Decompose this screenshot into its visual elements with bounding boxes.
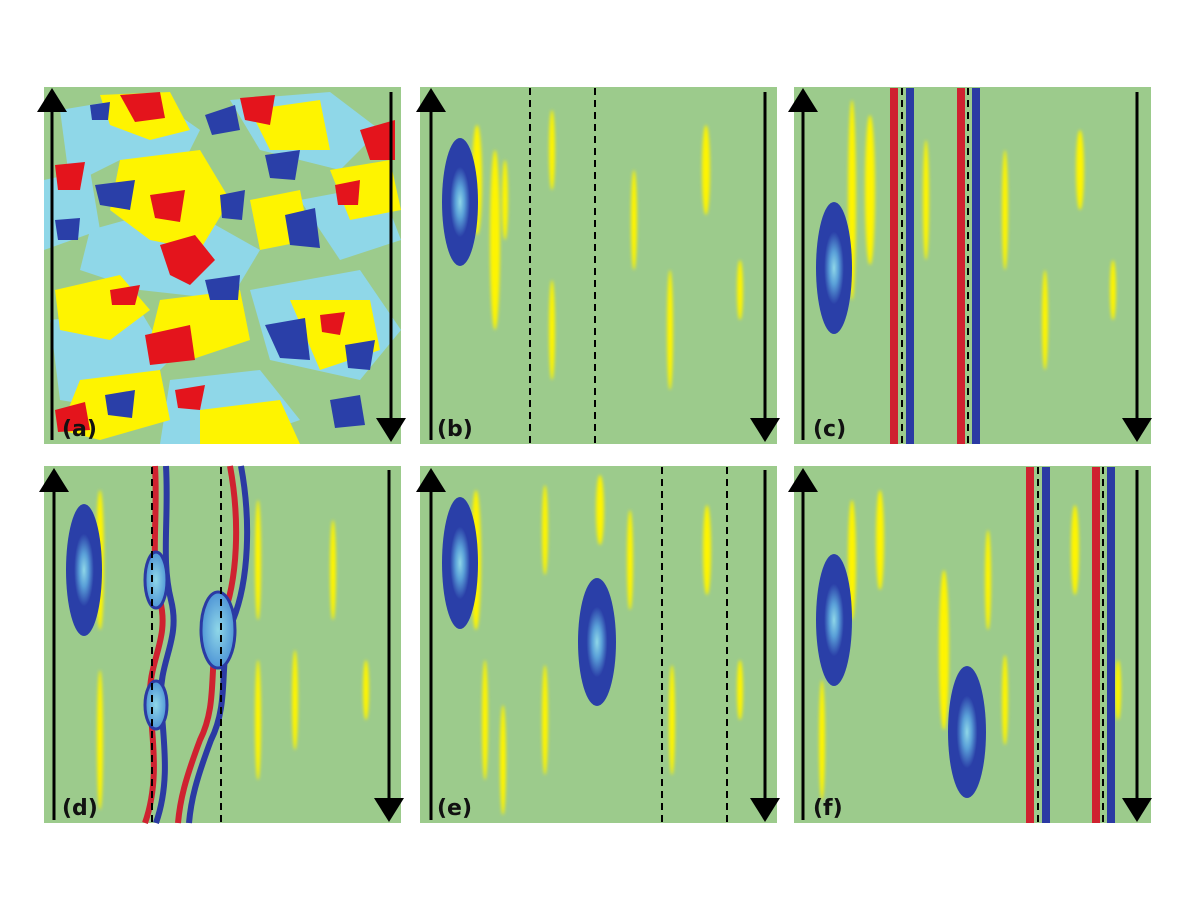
panel-c: (c) (788, 87, 1152, 444)
front-2 (957, 88, 980, 444)
turbulent-field (44, 92, 401, 444)
wavy-front-1 (142, 465, 177, 824)
panel-b: (b) (416, 87, 780, 444)
panel-label: (b) (437, 417, 473, 442)
yellow-streaks (472, 110, 743, 390)
front-1 (1026, 467, 1050, 823)
front-2 (1092, 467, 1115, 823)
vortex (816, 554, 852, 686)
panel-label: (e) (437, 796, 472, 821)
panel-label: (c) (813, 417, 846, 442)
panel-label: (a) (62, 417, 97, 442)
panel-label: (f) (813, 796, 843, 821)
vortex (66, 504, 102, 636)
panel-label: (d) (62, 796, 98, 821)
yellow-streaks (848, 100, 1116, 370)
panel-a: (a) (37, 87, 406, 444)
panel-f: (f) (788, 466, 1152, 823)
front-1 (890, 88, 914, 444)
vortex (442, 138, 478, 266)
panel-d: (d) (39, 465, 404, 824)
vortex (948, 666, 986, 798)
vortex (442, 497, 478, 629)
vortex (578, 578, 616, 706)
vortex (816, 202, 852, 334)
yellow-streaks (819, 490, 1121, 800)
panel-e: (e) (416, 466, 780, 823)
wavy-front-2 (175, 465, 251, 824)
yellow-streaks (96, 490, 369, 810)
